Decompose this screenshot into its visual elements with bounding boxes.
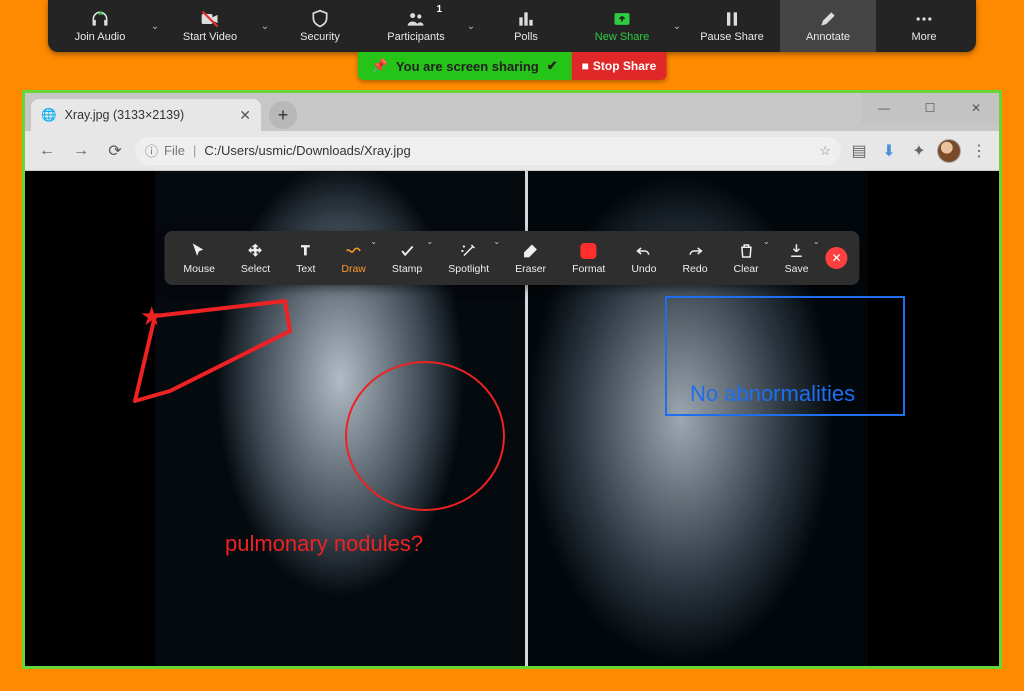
browser-tab[interactable]: 🌐 Xray.jpg (3133×2139) ✕ [31, 99, 261, 131]
zoom-toolbar: Join Audio ⌄ Start Video ⌄ Security Participa… [48, 0, 976, 52]
url-path: C:/Users/usmic/Downloads/Xray.jpg [204, 143, 410, 158]
people-icon [405, 9, 427, 29]
zoom-annotate-button[interactable]: Annotate [780, 0, 876, 52]
reader-icon[interactable]: ▤ [847, 139, 871, 163]
shield-check-icon: ✔ [547, 58, 558, 74]
blue-text-annotation: No abnormalities [690, 381, 855, 407]
url-scheme: File [164, 143, 185, 158]
window-maximize-button[interactable]: ☐ [907, 93, 953, 123]
format-color-swatch [581, 243, 597, 259]
red-circle-annotation [345, 361, 505, 511]
annot-spotlight-button[interactable]: Spotlight ⌄ [435, 231, 502, 285]
share-up-icon [611, 9, 633, 29]
chevron-down-icon[interactable]: ⌄ [493, 237, 500, 246]
chevron-down-icon[interactable]: ⌄ [813, 237, 820, 246]
annot-save-button[interactable]: Save ⌄ [772, 231, 822, 285]
participant-count-badge: 1 [436, 4, 442, 15]
swatch-icon [581, 242, 597, 260]
stop-icon: ■ [582, 59, 589, 73]
tab-close-button[interactable]: ✕ [239, 107, 251, 124]
poll-icon [515, 9, 537, 29]
nav-reload-button[interactable]: ⟳ [101, 137, 129, 165]
chevron-down-icon[interactable]: ⌄ [427, 237, 434, 246]
chevron-down-icon[interactable]: ⌄ [258, 0, 272, 52]
zoom-button-label: Participants [387, 31, 444, 43]
zoom-button-label: Annotate [806, 31, 850, 43]
zoom-button-label: Security [300, 31, 340, 43]
shield-icon [309, 9, 331, 29]
pin-icon: 📌 [372, 58, 388, 74]
window-controls: — ☐ ✕ [861, 93, 999, 123]
undo-icon [635, 242, 653, 260]
content-viewport: MouseSelectTTextDraw⌄Stamp⌄Spotlight⌄Era… [25, 171, 999, 666]
chevron-down-icon[interactable]: ⌄ [464, 0, 478, 52]
zoom-button-label: Start Video [183, 31, 237, 43]
annot-clear-button[interactable]: Clear ⌄ [721, 231, 772, 285]
redo-icon [686, 242, 704, 260]
pencil-icon [817, 9, 839, 29]
headphones-icon [89, 9, 111, 29]
browser-window: — ☐ ✕ 🌐 Xray.jpg (3133×2139) ✕ + ← → ⟳ ⓘ… [22, 90, 1002, 669]
wand-icon [460, 242, 478, 260]
zoom-polls-button[interactable]: Polls [478, 0, 574, 52]
annot-format-button[interactable]: Format [559, 231, 618, 285]
window-minimize-button[interactable]: — [861, 93, 907, 123]
annot-eraser-button[interactable]: Eraser [502, 231, 559, 285]
annot-button-label: Eraser [515, 263, 546, 275]
chevron-down-icon[interactable]: ⌄ [763, 237, 770, 246]
freehand-red-scribble [25, 171, 425, 571]
video-off-icon [199, 9, 221, 29]
annot-undo-button[interactable]: Undo [618, 231, 669, 285]
globe-icon: 🌐 [41, 108, 57, 123]
url-box[interactable]: ⓘ File | C:/Users/usmic/Downloads/Xray.j… [135, 137, 841, 165]
download-icon[interactable]: ⬇ [877, 139, 901, 163]
red-star-stamp: ★ [140, 301, 163, 332]
zoom-more-button[interactable]: More [876, 0, 972, 52]
annot-button-label: Format [572, 263, 605, 275]
trash-icon [737, 242, 755, 260]
zoom-security-button[interactable]: Security [272, 0, 368, 52]
eraser-icon [522, 242, 540, 260]
annot-button-label: Clear [734, 263, 759, 275]
tab-title: Xray.jpg (3133×2139) [65, 108, 185, 122]
annot-button-label: Spotlight [448, 263, 489, 275]
extensions-icon[interactable]: ✦ [907, 139, 931, 163]
sharing-text: You are screen sharing [396, 59, 539, 74]
annot-button-label: Save [785, 263, 809, 275]
nav-back-button[interactable]: ← [33, 137, 61, 165]
stop-share-label: Stop Share [593, 59, 656, 73]
pause-icon [721, 9, 743, 29]
sharing-status: 📌 You are screen sharing ✔ [358, 52, 572, 80]
zoom-button-label: Join Audio [75, 31, 126, 43]
zoom-button-label: New Share [595, 31, 649, 43]
download-icon [788, 242, 806, 260]
bookmark-star-icon[interactable]: ☆ [819, 143, 831, 159]
zoom-pause-share-button[interactable]: Pause Share [684, 0, 780, 52]
zoom-start-video-button[interactable]: Start Video [162, 0, 258, 52]
stop-share-button[interactable]: ■ Stop Share [572, 52, 667, 80]
nav-forward-button[interactable]: → [67, 137, 95, 165]
tab-strip: 🌐 Xray.jpg (3133×2139) ✕ + [25, 93, 999, 131]
address-bar: ← → ⟳ ⓘ File | C:/Users/usmic/Downloads/… [25, 131, 999, 171]
new-tab-button[interactable]: + [269, 101, 297, 129]
chevron-down-icon[interactable]: ⌄ [670, 0, 684, 52]
zoom-participants-button[interactable]: Participants 1 [368, 0, 464, 52]
screen-sharing-banner: 📌 You are screen sharing ✔ ■ Stop Share [358, 52, 667, 80]
profile-avatar[interactable] [937, 139, 961, 163]
annot-button-label: Undo [631, 263, 656, 275]
window-close-button[interactable]: ✕ [953, 93, 999, 123]
site-info-icon[interactable]: ⓘ File [145, 141, 185, 160]
annot-button-label: Redo [682, 263, 707, 275]
zoom-new-share-button[interactable]: New Share [574, 0, 670, 52]
zoom-button-label: Pause Share [700, 31, 764, 43]
annot-close-button[interactable]: ✕ [826, 247, 848, 269]
dots-icon [913, 9, 935, 29]
zoom-join-audio-button[interactable]: Join Audio [52, 0, 148, 52]
browser-menu-button[interactable]: ⋮ [967, 139, 991, 163]
zoom-button-label: Polls [514, 31, 538, 43]
red-text-annotation: pulmonary nodules? [225, 531, 423, 557]
annot-redo-button[interactable]: Redo [669, 231, 720, 285]
chevron-down-icon[interactable]: ⌄ [148, 0, 162, 52]
zoom-button-label: More [911, 31, 936, 43]
